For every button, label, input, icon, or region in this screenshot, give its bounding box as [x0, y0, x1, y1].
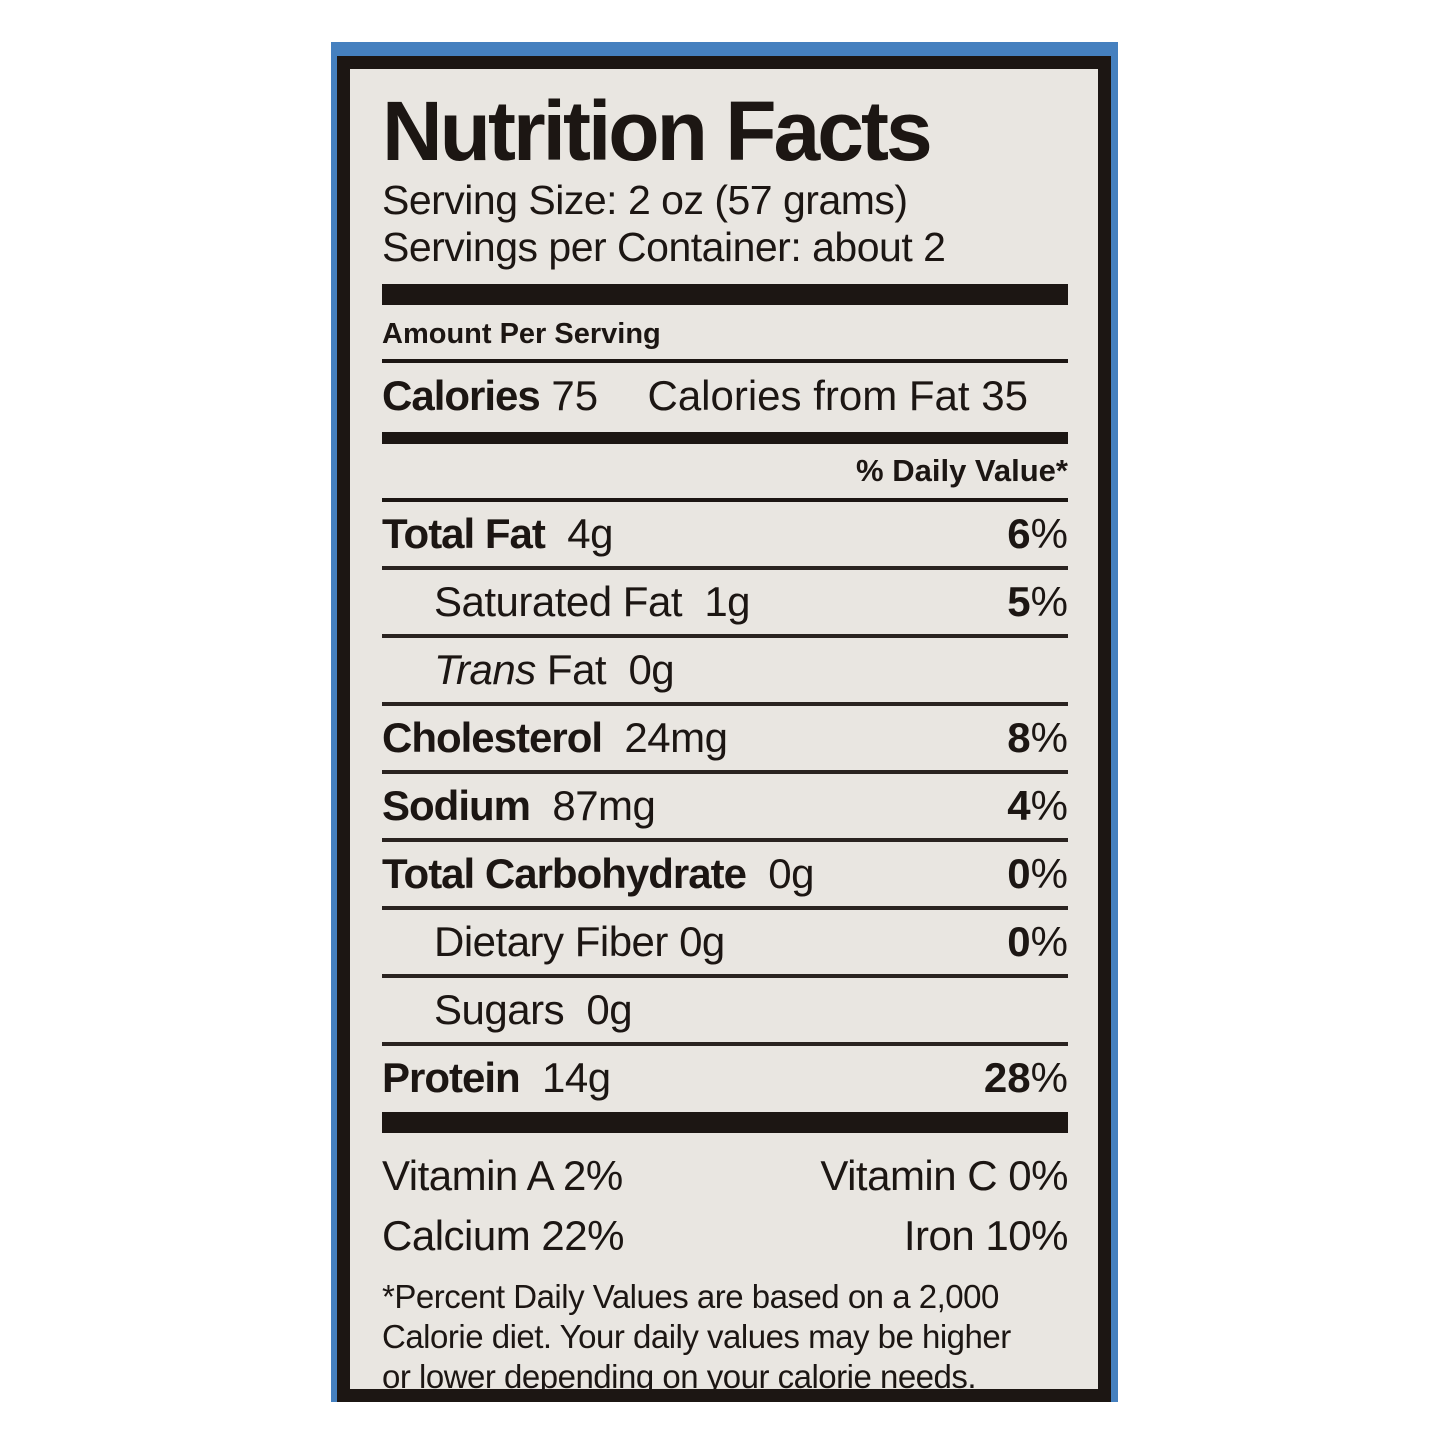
daily-value-footnote: *Percent Daily Values are based on a 2,0…	[382, 1277, 1068, 1395]
daily-value-header: % Daily Value*	[382, 444, 1068, 502]
amount-per-serving-heading: Amount Per Serving	[382, 317, 1068, 363]
calories-label: Calories	[382, 372, 541, 419]
separator-bar-thick-top	[382, 284, 1068, 305]
nutrient-row-total-carbohydrate: Total Carbohydrate 0g 0%	[382, 842, 1068, 910]
panel-title: Nutrition Facts	[382, 84, 933, 178]
calories-from-fat-value: 35	[981, 372, 1028, 419]
calcium-value: Calcium 22%	[382, 1212, 624, 1259]
nutrient-row-sugars: Sugars 0g	[382, 978, 1068, 1046]
nutrient-row-protein: Protein 14g 28%	[382, 1054, 1068, 1101]
footnote-line-2: Calorie diet. Your daily values may be h…	[382, 1318, 1011, 1355]
servings-per-container-text: Servings per Container: about 2	[382, 224, 946, 270]
nutrient-row-saturated-fat: Saturated Fat 1g 5%	[382, 570, 1068, 638]
footnote-line-3: or lower depending on your calorie needs…	[382, 1358, 977, 1395]
separator-bar-under-protein	[382, 1112, 1068, 1133]
calories-from-fat-label: Calories from Fat	[647, 372, 970, 419]
nutrient-row-total-fat: Total Fat 4g 6%	[382, 502, 1068, 570]
vitamin-c-value: Vitamin C 0%	[820, 1152, 1068, 1199]
calories-value: 75	[551, 372, 599, 419]
nutrient-row-sodium: Sodium 87mg 4%	[382, 774, 1068, 842]
nutrient-row-trans-fat: Trans Fat 0g	[382, 638, 1068, 706]
vitamins-minerals-grid: Vitamin A 2% Vitamin C 0% Calcium 22% Ir…	[382, 1143, 1069, 1265]
serving-size-text: Serving Size: 2 oz (57 grams)	[382, 177, 908, 223]
vitamin-a-value: Vitamin A 2%	[382, 1152, 623, 1199]
calories-row: Calories 75 Calories from Fat 35	[382, 363, 1068, 432]
nutrient-row-dietary-fiber: Dietary Fiber 0g 0%	[382, 910, 1068, 978]
nutrient-row-cholesterol: Cholesterol 24mg 8%	[382, 706, 1068, 774]
nutrition-facts-panel: Nutrition Facts Serving Size: 2 oz (57 g…	[337, 56, 1111, 1402]
footnote-line-1: *Percent Daily Values are based on a 2,0…	[382, 1278, 999, 1315]
separator-bar-under-calories	[382, 432, 1068, 444]
iron-value: Iron 10%	[903, 1212, 1069, 1259]
